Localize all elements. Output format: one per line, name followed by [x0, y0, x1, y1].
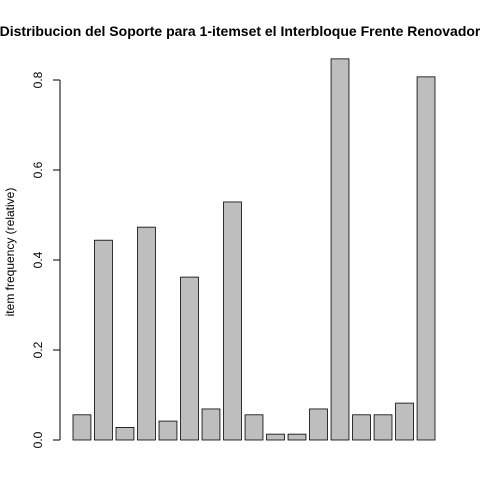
y-axis-label: item frequency (relative) [3, 188, 17, 317]
bar [137, 226, 156, 441]
bar [330, 58, 350, 441]
bar [94, 239, 113, 441]
bar [244, 414, 264, 441]
bar [395, 402, 414, 441]
bar [373, 414, 393, 441]
bar [287, 433, 307, 441]
y-tick-label: 0.6 [31, 161, 45, 178]
y-tick-label: 0.8 [31, 71, 45, 88]
bar [266, 433, 285, 441]
y-tick-label: 0.4 [31, 251, 45, 268]
bar [201, 408, 221, 441]
bar [180, 276, 199, 441]
bar [352, 414, 371, 441]
bar [223, 201, 242, 441]
y-tick-label: 0.2 [31, 341, 45, 358]
bar [309, 408, 328, 441]
bar [158, 420, 178, 441]
bar [115, 426, 135, 441]
bar [416, 76, 436, 441]
y-tick-label: 0.0 [31, 431, 45, 448]
bar [72, 414, 92, 441]
chart-title: Distribucion del Soporte para 1-itemset … [0, 23, 480, 39]
